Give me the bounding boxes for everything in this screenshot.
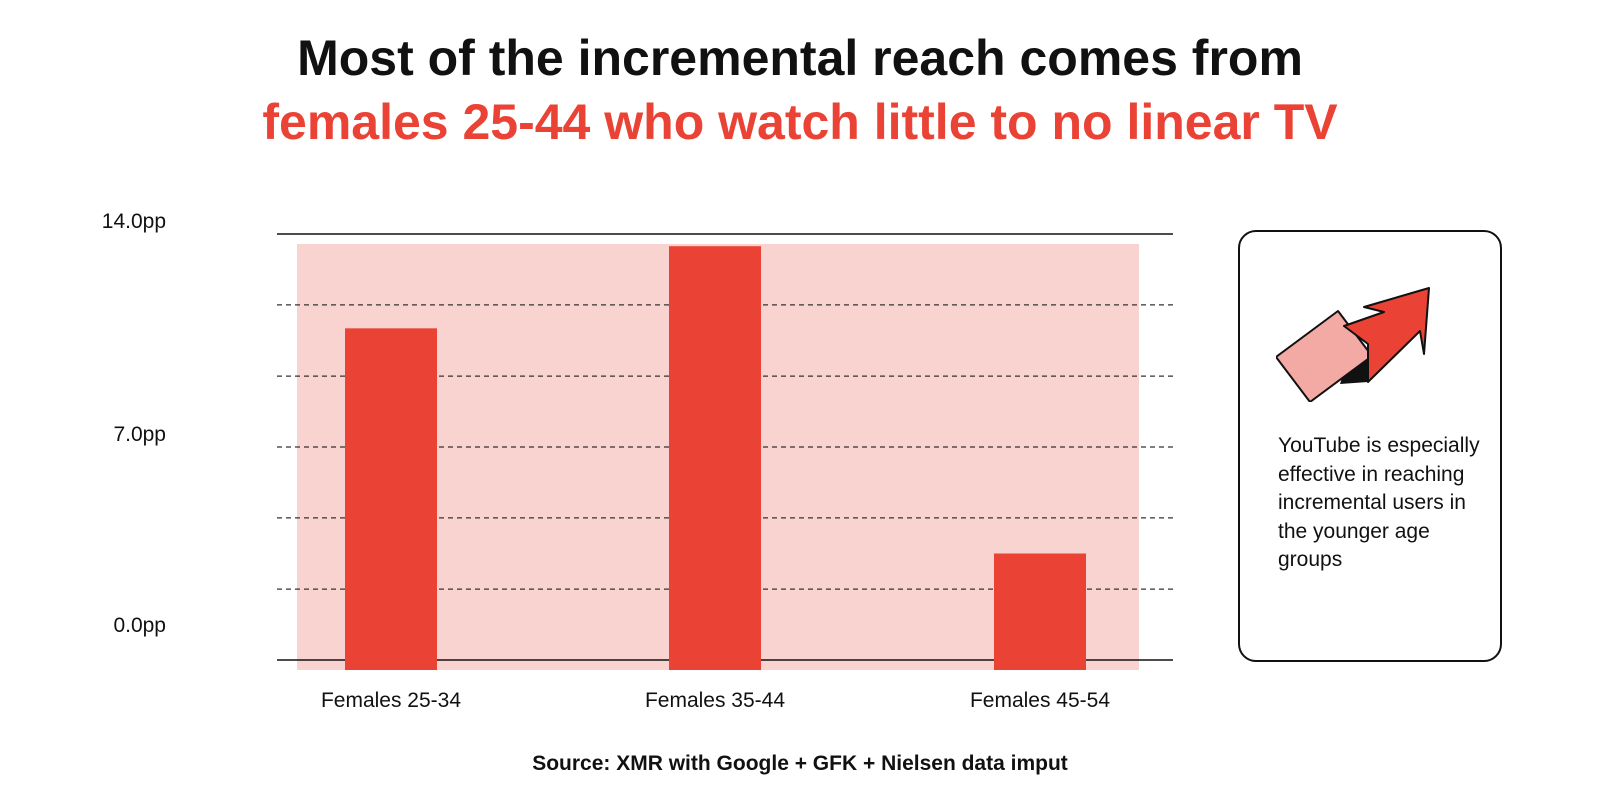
source-note: Source: XMR with Google + GFK + Nielsen … xyxy=(532,752,1068,775)
chart-title-line1: Most of the incremental reach comes from xyxy=(297,30,1303,86)
bar xyxy=(669,246,761,670)
trend-arrow-icon xyxy=(1276,287,1430,402)
y-tick-label: 7.0pp xyxy=(113,423,166,446)
callout-text: YouTube is especially effective in reach… xyxy=(1278,434,1480,571)
chart-title-line2: females 25-44 who watch little to no lin… xyxy=(262,94,1338,150)
bar-chart: 14.0pp 7.0pp 0.0pp Females 25-34 Females 35-… xyxy=(102,210,1173,712)
x-tick-label: Females 35-44 xyxy=(645,689,785,712)
y-tick-label: 14.0pp xyxy=(102,210,166,233)
y-tick-label: 0.0pp xyxy=(113,614,166,637)
x-tick-label: Females 45-54 xyxy=(970,689,1110,712)
callout-box: YouTube is especially effective in reach… xyxy=(1238,230,1502,662)
bar xyxy=(994,553,1086,670)
bar xyxy=(345,328,437,670)
x-tick-label: Females 25-34 xyxy=(321,689,461,712)
